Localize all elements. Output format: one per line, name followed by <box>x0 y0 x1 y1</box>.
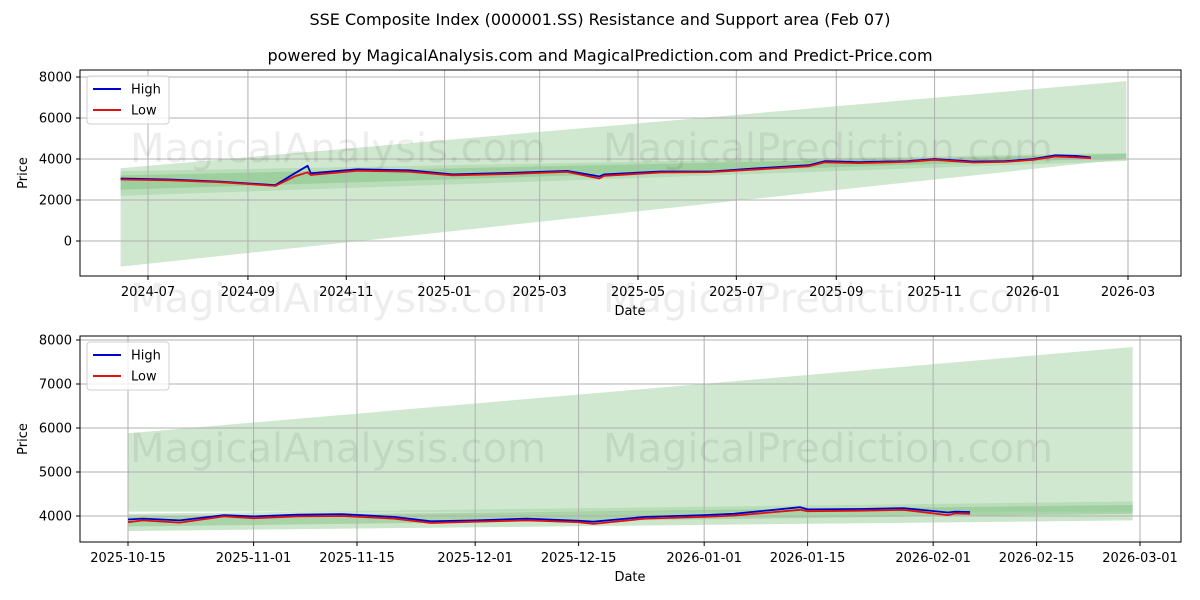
x-tick-label: 2026-01 <box>1006 285 1060 300</box>
chart-title: SSE Composite Index (000001.SS) Resistan… <box>309 10 891 29</box>
y-tick-label: 4000 <box>39 510 72 525</box>
x-tick-label: 2025-03 <box>513 285 567 300</box>
chart-subtitle: powered by MagicalAnalysis.com and Magic… <box>267 46 933 65</box>
chart-panel-2: MagicalAnalysis.com MagicalPrediction.com… <box>16 334 1182 585</box>
legend-label: High <box>131 349 161 364</box>
x-tick-label: 2025-10-15 <box>90 551 166 566</box>
x-tick-label: 2026-01-01 <box>666 551 742 566</box>
price-lines <box>127 506 971 525</box>
y-tick-label: 8000 <box>39 71 72 86</box>
x-tick-label: 2025-09 <box>809 285 863 300</box>
grid-lines <box>80 70 1181 276</box>
x-tick-label: 2025-07 <box>709 285 763 300</box>
x-tick-label: 2025-05 <box>611 285 665 300</box>
x-tick-label: 2024-07 <box>121 285 175 300</box>
watermark-text: MagicalPrediction.com <box>603 276 1053 322</box>
x-tick-label: 2025-12-15 <box>541 551 617 566</box>
y-tick-label: 8000 <box>39 334 72 349</box>
y-axis-label: Price <box>16 157 31 189</box>
y-axis-label: Price <box>16 423 31 455</box>
legend-label: High <box>131 83 161 98</box>
wide-resistance-area <box>128 347 1133 512</box>
legend-label: Low <box>131 370 157 385</box>
x-tick-label: 2025-01 <box>417 285 471 300</box>
y-tick-label: 2000 <box>39 194 72 209</box>
x-tick-label: 2025-11 <box>907 285 961 300</box>
y-tick-label: 6000 <box>39 112 72 127</box>
watermark-text: MagicalAnalysis.com <box>130 126 546 172</box>
plot-frame <box>79 69 1182 277</box>
y-tick-label: 5000 <box>39 466 72 481</box>
x-tick-label: 2024-11 <box>319 285 373 300</box>
x-axis-label: Date <box>614 304 645 319</box>
x-tick-label: 2024-09 <box>221 285 275 300</box>
watermark-text: MagicalPrediction.com <box>603 126 1053 172</box>
y-tick-label: 6000 <box>39 422 72 437</box>
legend: High Low <box>86 75 170 125</box>
legend-label: Low <box>131 104 157 119</box>
watermark-text: MagicalAnalysis.com <box>130 426 546 472</box>
low-price-line <box>127 508 971 525</box>
chart-panel-1: MagicalAnalysis.com MagicalPrediction.com… <box>16 69 1182 322</box>
x-tick-label: 2026-03 <box>1101 285 1155 300</box>
y-tick-label: 0 <box>64 235 72 250</box>
x-tick-label: 2026-03-01 <box>1102 551 1178 566</box>
x-tick-label: 2026-01-15 <box>770 551 846 566</box>
watermark-text: MagicalAnalysis.com <box>130 276 546 322</box>
y-tick-label: 7000 <box>39 378 72 393</box>
x-tick-label: 2025-11-15 <box>319 551 395 566</box>
x-tick-label: 2026-02-15 <box>999 551 1075 566</box>
y-tick-label: 4000 <box>39 153 72 168</box>
plot-frame <box>79 335 1182 543</box>
x-axis-label: Date <box>614 570 645 585</box>
low-price-line <box>120 155 1091 187</box>
high-price-line <box>127 506 971 523</box>
x-tick-label: 2025-12-01 <box>437 551 513 566</box>
watermark-text: MagicalPrediction.com <box>603 426 1053 472</box>
price-lines <box>120 154 1091 187</box>
x-tick-label: 2025-11-01 <box>216 551 292 566</box>
legend: High Low <box>86 341 170 391</box>
x-tick-label: 2026-02-01 <box>895 551 971 566</box>
